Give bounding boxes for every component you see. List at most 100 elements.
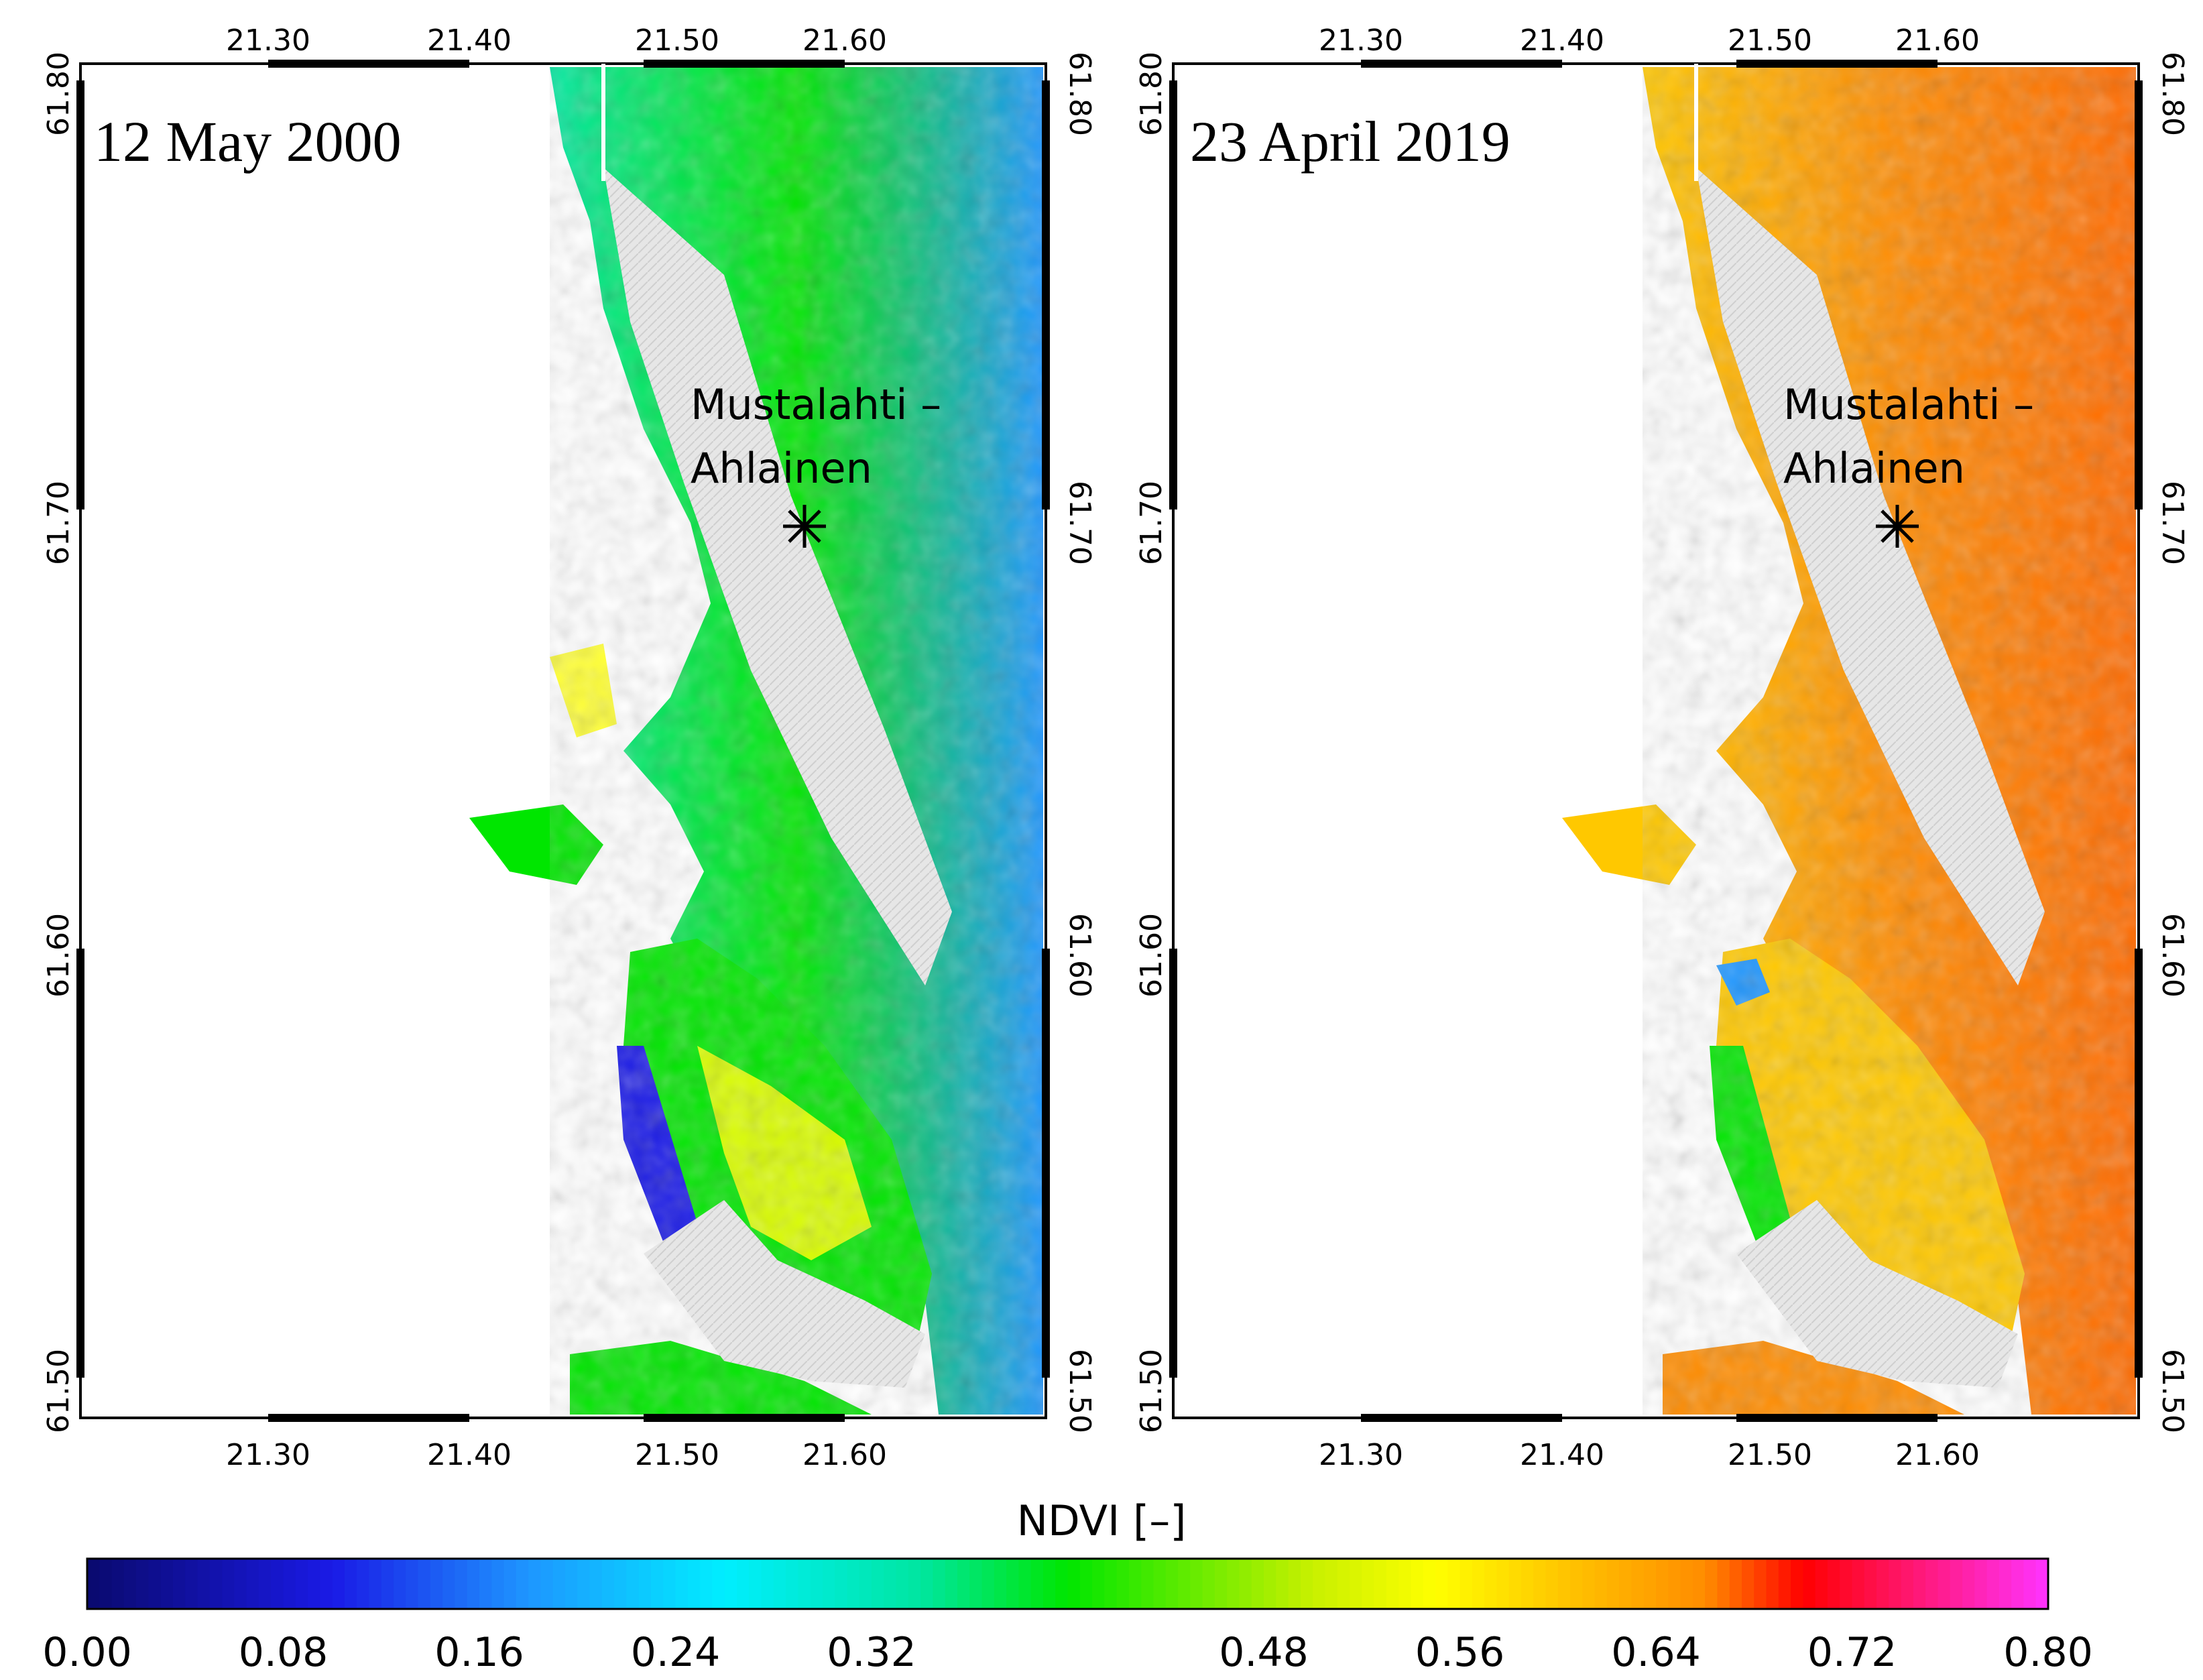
colorbar-segment [1227,1559,1240,1609]
date-label: 12 May 2000 [94,109,402,174]
colorbar-segment [136,1559,150,1609]
axis-bar [2135,949,2143,1378]
colorbar-segment [1128,1559,1142,1609]
colorbar-segment [1827,1559,1841,1609]
axis-bar [1169,949,1177,1378]
colorbar-title: NDVI [–] [1017,1496,1187,1545]
colorbar-tick-label: 0.48 [1219,1629,1309,1676]
colorbar-segment [1986,1559,2000,1609]
colorbar-segment [283,1559,296,1609]
colorbar-segment [1496,1559,1510,1609]
colorbar-segment [810,1559,823,1609]
axis-bar [1361,1414,1562,1422]
date-label: 23 April 2019 [1190,109,1510,174]
lon-tick-label: 21.40 [427,23,512,58]
axis-bar [268,60,469,68]
colorbar-segment [1398,1559,1412,1609]
lon-tick-label: 21.50 [1728,23,1812,58]
colorbar-segment [528,1559,542,1609]
colorbar-segment [540,1559,554,1609]
lon-tick-label: 21.30 [226,23,310,58]
colorbar-tick-label: 0.24 [631,1629,721,1676]
colorbar-segment [2035,1559,2049,1609]
colorbar-segment [1165,1559,1179,1609]
colorbar-segment [896,1559,909,1609]
site-label-line2: Ahlainen [1783,444,1965,493]
colorbar-segment [406,1559,419,1609]
colorbar-tick-label: 0.16 [434,1629,524,1676]
lat-tick-label: 61.50 [1134,1349,1169,1433]
lon-tick-label: 21.40 [1520,23,1604,58]
lat-tick-label: 61.50 [2155,1349,2190,1433]
colorbar-segment [1018,1559,1032,1609]
colorbar-segment [418,1559,431,1609]
colorbar-segment [798,1559,811,1609]
colorbar-segment [430,1559,444,1609]
colorbar-segment [1680,1559,1693,1609]
colorbar-segment [712,1559,725,1609]
colorbar-segment [381,1559,395,1609]
lon-ticks-top: 21.30 21.40 21.50 21.60 [226,23,887,68]
colorbar-segment [455,1559,468,1609]
colorbar-segment [552,1559,566,1609]
colorbar-segment [1950,1559,1964,1609]
lat-tick-label: 61.60 [42,913,76,998]
colorbar-segment [1778,1559,1792,1609]
site-label-line2: Ahlainen [691,444,872,493]
lat-ticks-right: 61.50 61.60 61.70 61.80 [2135,52,2190,1433]
colorbar-segment [99,1559,113,1609]
colorbar-segment [920,1559,934,1609]
lon-tick-label: 21.50 [635,1438,719,1472]
colorbar-segment [589,1559,603,1609]
map-panel-2000: 21.30 21.40 21.50 21.60 21.30 21.40 21.50 21.6… [42,23,1097,1472]
colorbar-segment [1717,1559,1730,1609]
colorbar-segment [1141,1559,1154,1609]
colorbar-segment [111,1559,125,1609]
colorbar-segment [491,1559,505,1609]
colorbar-segment [1214,1559,1228,1609]
colorbar-segment [1362,1559,1375,1609]
colorbar-segment [1545,1559,1559,1609]
lat-tick-label: 61.80 [1063,52,1097,136]
colorbar-segment [1374,1559,1387,1609]
colorbar-segment [1508,1559,1522,1609]
land-area [469,67,1043,1415]
colorbar-segment [1594,1559,1608,1609]
lat-ticks-right: 61.50 61.60 61.70 61.80 [1042,52,1097,1433]
colorbar-segment [1619,1559,1632,1609]
colorbar-segment [847,1559,860,1609]
colorbar-segment [1178,1559,1191,1609]
colorbar-segment [222,1559,235,1609]
land-area [1562,67,2136,1415]
colorbar-segment [1030,1559,1044,1609]
colorbar-segment [295,1559,309,1609]
colorbar-segment [1104,1559,1118,1609]
colorbar-segment [1423,1559,1436,1609]
colorbar-segment [859,1559,872,1609]
colorbar-segment [1435,1559,1449,1609]
colorbar-segment [1313,1559,1326,1609]
colorbar-tick-label: 0.56 [1415,1629,1505,1676]
colorbar-segment [2023,1559,2037,1609]
axis-bar [644,1414,845,1422]
colorbar-segment [1251,1559,1264,1609]
colorbar-segment [1754,1559,1767,1609]
colorbar-segment [467,1559,480,1609]
map-panel-2019: 21.30 21.40 21.50 21.60 21.30 21.40 21.50 21.6… [1134,23,2190,1472]
axis-bar [1736,1414,1938,1422]
colorbar-segment [761,1559,774,1609]
colorbar-gradient [87,1559,2049,1609]
colorbar-segment [786,1559,799,1609]
lon-tick-label: 21.40 [1520,1438,1604,1472]
axis-bar [76,80,84,509]
colorbar-segment [1631,1559,1645,1609]
colorbar-segment [1791,1559,1804,1609]
lat-tick-label: 61.80 [42,52,76,136]
lon-tick-label: 21.60 [1895,23,1980,58]
colorbar-segment [872,1559,885,1609]
colorbar-segment [1938,1559,1951,1609]
lon-tick-label: 21.30 [1319,23,1403,58]
colorbar-segment [1447,1559,1461,1609]
colorbar-segment [1803,1559,1816,1609]
